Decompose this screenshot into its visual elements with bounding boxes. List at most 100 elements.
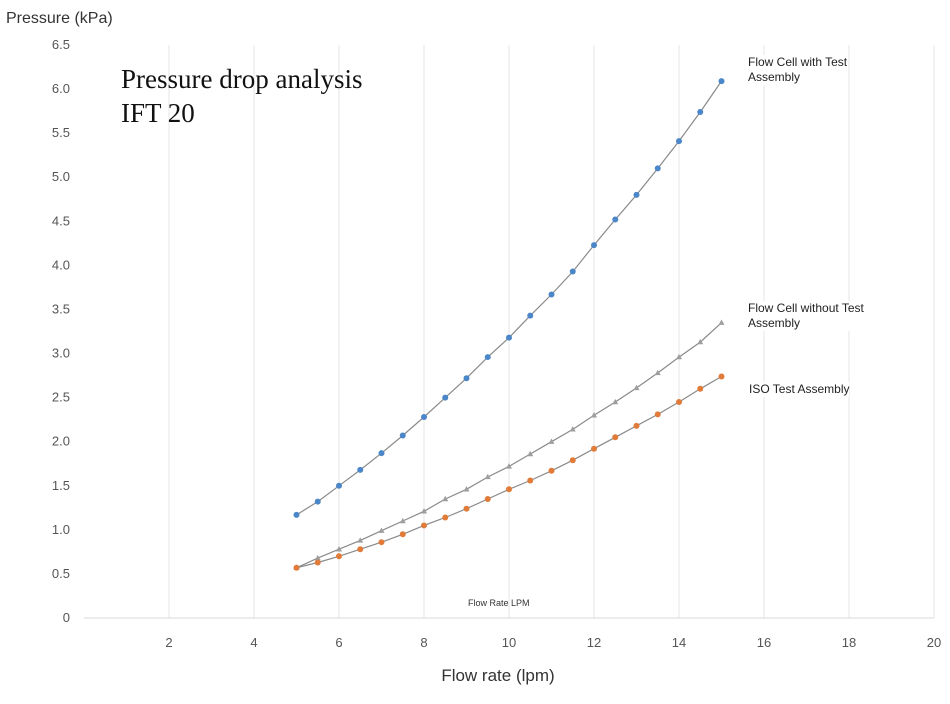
data-point — [591, 412, 597, 418]
data-point — [506, 334, 512, 341]
data-point — [378, 450, 385, 457]
data-point — [399, 517, 406, 524]
series-label-line: Assembly — [748, 70, 801, 84]
data-point — [676, 399, 682, 406]
y-tick-label: 4.0 — [52, 257, 70, 272]
data-point — [548, 291, 555, 298]
data-point — [484, 354, 491, 361]
series-label-line: Flow Cell without Test — [748, 301, 864, 315]
data-point — [718, 78, 725, 85]
data-point — [527, 450, 534, 457]
data-point — [442, 495, 449, 502]
chart-title-line-1: Pressure drop analysis — [121, 64, 363, 94]
data-point — [654, 369, 661, 376]
data-point — [697, 108, 704, 115]
data-point — [569, 457, 576, 464]
y-axis-label: Pressure (kPa) — [6, 10, 113, 27]
x-tick-label: 18 — [842, 635, 856, 650]
x-tick-label: 6 — [335, 635, 342, 650]
data-point — [654, 411, 661, 418]
y-tick-label: 2.5 — [52, 390, 70, 405]
data-point — [612, 398, 619, 405]
data-point — [293, 511, 300, 518]
data-point — [548, 467, 555, 474]
y-tick-label: 3.5 — [52, 301, 70, 316]
x-tick-label: 4 — [250, 635, 257, 650]
data-point — [442, 394, 449, 401]
series-label-iso-test-assembly: ISO Test Assembly — [749, 382, 850, 397]
x-tick-label: 16 — [757, 635, 771, 650]
series-label-line: Flow Cell with Test — [748, 55, 848, 69]
data-point — [336, 553, 342, 560]
y-tick-label: 1.5 — [52, 478, 70, 493]
data-point — [506, 486, 512, 493]
data-point — [633, 191, 640, 198]
y-tick-label: 4.5 — [52, 213, 70, 228]
data-point — [718, 373, 725, 380]
data-point — [697, 338, 704, 345]
data-point — [357, 537, 364, 543]
x-tick-label: 10 — [502, 635, 516, 650]
x-tick-label: 8 — [420, 635, 427, 650]
series-label-line: Assembly — [748, 316, 801, 330]
data-point — [421, 522, 427, 529]
data-point — [484, 473, 491, 480]
data-point — [421, 414, 427, 421]
data-point — [399, 531, 406, 538]
data-point — [463, 486, 470, 492]
data-point — [633, 384, 640, 391]
y-tick-label: 3.0 — [52, 346, 70, 361]
data-point — [314, 498, 321, 505]
data-point — [421, 508, 427, 514]
data-point — [442, 514, 449, 521]
data-point — [527, 477, 534, 484]
data-point — [569, 426, 576, 432]
chart-title: Pressure drop analysis IFT 20 — [121, 62, 362, 130]
series-label-line: ISO Test Assembly — [749, 382, 850, 396]
data-point — [548, 438, 555, 444]
data-point — [357, 546, 364, 553]
data-point — [463, 375, 470, 382]
data-point — [336, 482, 342, 489]
y-tick-label: 5.0 — [52, 169, 70, 184]
y-tick-label: 0 — [63, 610, 70, 625]
data-point — [591, 445, 597, 452]
x-tick-label: 2 — [165, 635, 172, 650]
y-tick-label: 6.5 — [52, 37, 70, 52]
y-tick-label: 5.5 — [52, 125, 70, 140]
series-label-flow-cell-without-test: Flow Cell without Test Assembly — [748, 301, 864, 331]
inner-axis-note: Flow Rate LPM — [468, 598, 530, 608]
chart-title-line-2: IFT 20 — [121, 98, 195, 128]
y-tick-label: 2.0 — [52, 434, 70, 449]
series-label-flow-cell-with-test: Flow Cell with Test Assembly — [748, 55, 848, 85]
data-point — [399, 432, 406, 439]
data-point — [527, 312, 534, 319]
y-tick-label: 6.0 — [52, 81, 70, 96]
data-point — [314, 554, 321, 561]
data-point — [463, 505, 470, 512]
data-point — [654, 165, 661, 172]
data-point — [676, 138, 682, 145]
data-point — [633, 422, 640, 429]
y-tick-label: 1.0 — [52, 522, 70, 537]
data-point — [357, 466, 364, 473]
data-point — [506, 463, 512, 469]
data-point — [591, 242, 597, 249]
data-point — [378, 527, 385, 533]
x-tick-label: 14 — [672, 635, 686, 650]
data-point — [718, 319, 725, 325]
y-tick-label: 0.5 — [52, 566, 70, 581]
data-point — [612, 216, 619, 223]
data-point — [336, 546, 342, 552]
data-point — [569, 268, 576, 275]
data-point — [314, 559, 321, 566]
data-point — [378, 539, 385, 546]
data-point — [484, 495, 491, 502]
data-point — [293, 564, 300, 571]
data-point — [697, 385, 704, 392]
x-tick-label: 20 — [927, 635, 941, 650]
data-point — [612, 434, 619, 441]
x-axis-label: Flow rate (lpm) — [441, 666, 555, 685]
data-point — [676, 353, 682, 360]
